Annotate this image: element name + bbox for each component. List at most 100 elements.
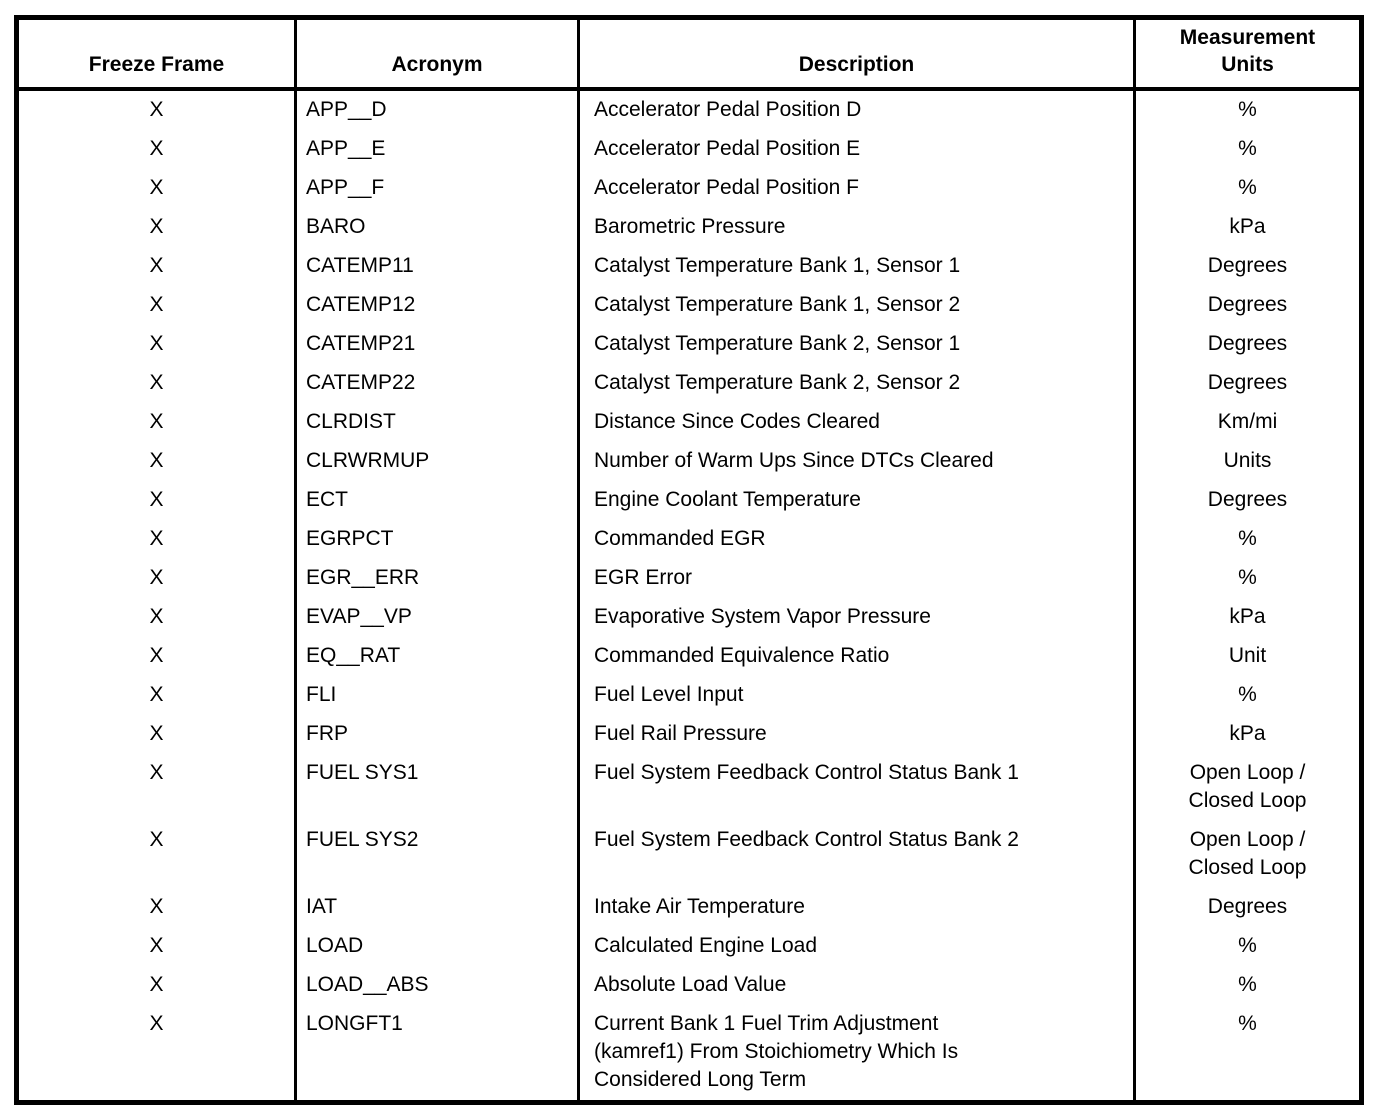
acronym-cell: FUEL SYS1 — [294, 754, 579, 821]
description-cell: Barometric Pressure — [577, 208, 1135, 247]
table-row: X APP__D Accelerator Pedal Position D% — [17, 89, 1362, 130]
freeze-frame-cell: X — [149, 137, 164, 160]
acronym-cell: CATEMP22 — [294, 364, 579, 403]
table-body: X APP__D Accelerator Pedal Position D% X APP… — [17, 89, 1362, 1103]
description-cell: Catalyst Temperature Bank 2, Sensor 1 — [577, 325, 1135, 364]
table-row: X LONGFT1 Current Bank 1 Fuel Trim Adjustm… — [17, 1005, 1362, 1103]
freeze-frame-cell: X — [149, 488, 164, 511]
acronym-cell: IAT — [294, 888, 579, 927]
units-cell: Units — [1133, 442, 1362, 481]
acronym-cell: EVAP__VP — [294, 598, 579, 637]
description-cell: Evaporative System Vapor Pressure — [577, 598, 1135, 637]
units-cell: Open Loop / Closed Loop — [1133, 821, 1362, 888]
table-row: X CLRDIST Distance Since Codes Cleared Km/m… — [17, 403, 1362, 442]
description-cell: Catalyst Temperature Bank 1, Sensor 2 — [577, 286, 1135, 325]
acronym-cell: EGRPCT — [294, 520, 579, 559]
units-cell: kPa — [1133, 208, 1362, 247]
description-cell: EGR Error — [577, 559, 1135, 598]
freeze-frame-cell: X — [149, 722, 164, 745]
units-cell: % — [1133, 89, 1362, 130]
description-cell: Absolute Load Value — [577, 966, 1135, 1005]
description-cell: Current Bank 1 Fuel Trim Adjustment (kam… — [577, 1005, 1135, 1103]
acronym-cell: CATEMP12 — [294, 286, 579, 325]
freeze-frame-cell: X — [149, 683, 164, 706]
table-row: X EGR__ERR EGR Error% — [17, 559, 1362, 598]
units-cell: kPa — [1133, 715, 1362, 754]
units-cell: Open Loop / Closed Loop — [1133, 754, 1362, 821]
acronym-cell: ECT — [294, 481, 579, 520]
units-cell: Km/mi — [1133, 403, 1362, 442]
acronym-cell: FUEL SYS2 — [294, 821, 579, 888]
freeze-frame-cell: X — [149, 828, 164, 851]
description-cell: Catalyst Temperature Bank 2, Sensor 2 — [577, 364, 1135, 403]
freeze-frame-cell: X — [149, 527, 164, 550]
units-cell: % — [1133, 169, 1362, 208]
description-cell: Engine Coolant Temperature — [577, 481, 1135, 520]
freeze-frame-cell: X — [149, 332, 164, 355]
description-cell: Fuel Rail Pressure — [577, 715, 1135, 754]
description-cell: Commanded EGR — [577, 520, 1135, 559]
description-cell: Commanded Equivalence Ratio — [577, 637, 1135, 676]
units-cell: % — [1133, 1005, 1362, 1103]
acronym-cell: APP__F — [294, 169, 579, 208]
freeze-frame-cell: X — [149, 176, 164, 199]
acronym-cell: FLI — [294, 676, 579, 715]
freeze-frame-cell: X — [149, 1012, 164, 1035]
description-cell: Intake Air Temperature — [577, 888, 1135, 927]
freeze-frame-parameters-table: Freeze Frame Acronym Description Measure… — [14, 15, 1364, 1105]
units-cell: % — [1133, 966, 1362, 1005]
units-cell: Degrees — [1133, 247, 1362, 286]
units-cell: % — [1133, 927, 1362, 966]
description-cell: Catalyst Temperature Bank 1, Sensor 1 — [577, 247, 1135, 286]
freeze-frame-cell: X — [149, 449, 164, 472]
acronym-cell: CLRDIST — [294, 403, 579, 442]
freeze-frame-cell: X — [149, 895, 164, 918]
acronym-cell: BARO — [294, 208, 579, 247]
acronym-cell: LOAD__ABS — [294, 966, 579, 1005]
acronym-cell: APP__D — [294, 89, 579, 130]
description-cell: Accelerator Pedal Position E — [577, 130, 1135, 169]
description-cell: Calculated Engine Load — [577, 927, 1135, 966]
acronym-cell: EQ__RAT — [294, 637, 579, 676]
description-cell: Fuel Level Input — [577, 676, 1135, 715]
table-row: X APP__E Accelerator Pedal Position E% — [17, 130, 1362, 169]
units-cell: kPa — [1133, 598, 1362, 637]
description-cell: Accelerator Pedal Position D — [577, 89, 1135, 130]
table-row: X EVAP__VP Evaporative System Vapor Pressu… — [17, 598, 1362, 637]
table-row: X EQ__RAT Commanded Equivalence Ratio Unit — [17, 637, 1362, 676]
table-row: X EGRPCT Commanded EGR% — [17, 520, 1362, 559]
units-cell: Degrees — [1133, 481, 1362, 520]
table-row: X LOAD Calculated Engine Load% — [17, 927, 1362, 966]
table-row: X ECT Engine Coolant Temperature Degrees — [17, 481, 1362, 520]
freeze-frame-cell: X — [149, 973, 164, 996]
description-cell: Number of Warm Ups Since DTCs Cleared — [577, 442, 1135, 481]
header-row: Freeze Frame Acronym Description Measure… — [16, 17, 1362, 91]
table-row: X CATEMP12 Catalyst Temperature Bank 1, Se… — [17, 286, 1362, 325]
units-cell: Unit — [1133, 637, 1362, 676]
table-row: X CATEMP11 Catalyst Temperature Bank 1, Se… — [17, 247, 1362, 286]
acronym-cell: APP__E — [294, 130, 579, 169]
table-row: X APP__F Accelerator Pedal Position F% — [17, 169, 1362, 208]
freeze-frame-cell: X — [149, 98, 164, 121]
table-row: X CLRWRMUP Number of Warm Ups Since DTCs C… — [17, 442, 1362, 481]
units-cell: % — [1133, 520, 1362, 559]
table-row: X FUEL SYS1 Fuel System Feedback Control S… — [17, 754, 1362, 821]
freeze-frame-cell: X — [149, 215, 164, 238]
acronym-cell: LOAD — [294, 927, 579, 966]
table-row: X FUEL SYS2 Fuel System Feedback Control S… — [17, 821, 1362, 888]
acronym-cell: FRP — [294, 715, 579, 754]
description-cell: Accelerator Pedal Position F — [577, 169, 1135, 208]
units-cell: Degrees — [1133, 286, 1362, 325]
freeze-frame-cell: X — [149, 644, 164, 667]
units-cell: % — [1133, 676, 1362, 715]
acronym-cell: CATEMP21 — [294, 325, 579, 364]
freeze-frame-cell: X — [149, 934, 164, 957]
freeze-frame-cell: X — [149, 254, 164, 277]
table-row: X CATEMP21 Catalyst Temperature Bank 2, Se… — [17, 325, 1362, 364]
freeze-frame-cell: X — [149, 410, 164, 433]
table-row: X CATEMP22 Catalyst Temperature Bank 2, Se… — [17, 364, 1362, 403]
acronym-cell: CATEMP11 — [294, 247, 579, 286]
units-cell: % — [1133, 130, 1362, 169]
freeze-frame-cell: X — [149, 605, 164, 628]
table-row: X BARO Barometric Pressure kPa — [17, 208, 1362, 247]
